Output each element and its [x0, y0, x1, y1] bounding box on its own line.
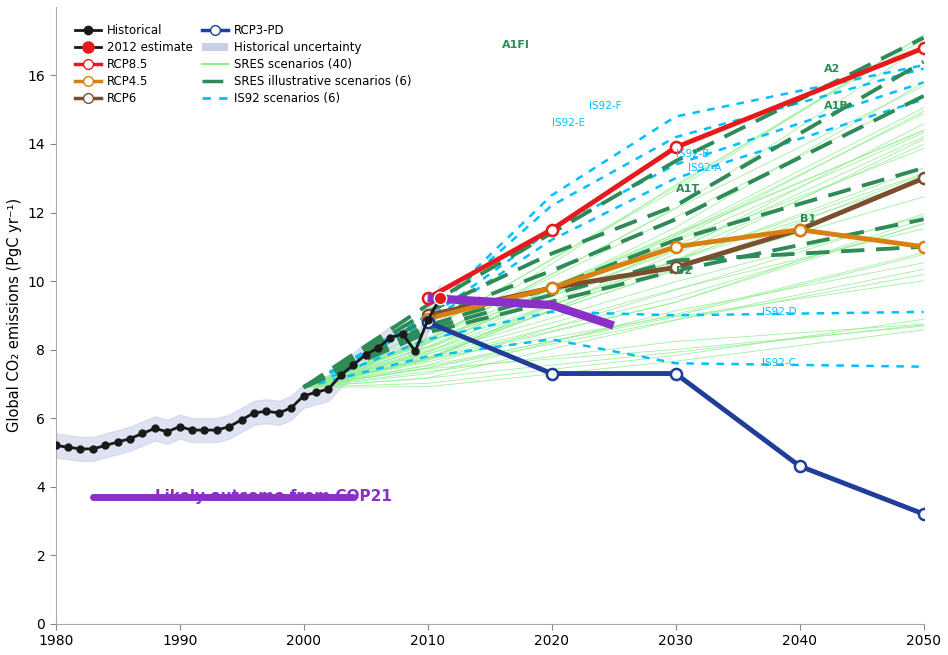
- Text: IS92-A: IS92-A: [688, 163, 721, 173]
- Legend: Historical, 2012 estimate, RCP8.5, RCP4.5, RCP6, RCP3-PD, Historical uncertainty: Historical, 2012 estimate, RCP8.5, RCP4.…: [70, 19, 416, 110]
- Text: A1FI: A1FI: [502, 40, 530, 50]
- Text: IS92-E: IS92-E: [552, 119, 585, 128]
- Text: A2: A2: [825, 64, 841, 73]
- Text: IS92-D: IS92-D: [762, 307, 797, 317]
- Text: B1: B1: [799, 214, 815, 225]
- Y-axis label: Global CO₂ emissions (PgC yr⁻¹): Global CO₂ emissions (PgC yr⁻¹): [7, 198, 22, 432]
- Text: A1B: A1B: [825, 102, 849, 111]
- Text: B2: B2: [676, 266, 692, 276]
- Text: IS92-B: IS92-B: [676, 149, 709, 159]
- Text: Likely outcome from COP21: Likely outcome from COP21: [155, 489, 392, 504]
- Text: IS92-F: IS92-F: [589, 102, 621, 111]
- Text: IS92-C: IS92-C: [762, 358, 796, 368]
- Text: A1T: A1T: [676, 183, 700, 193]
